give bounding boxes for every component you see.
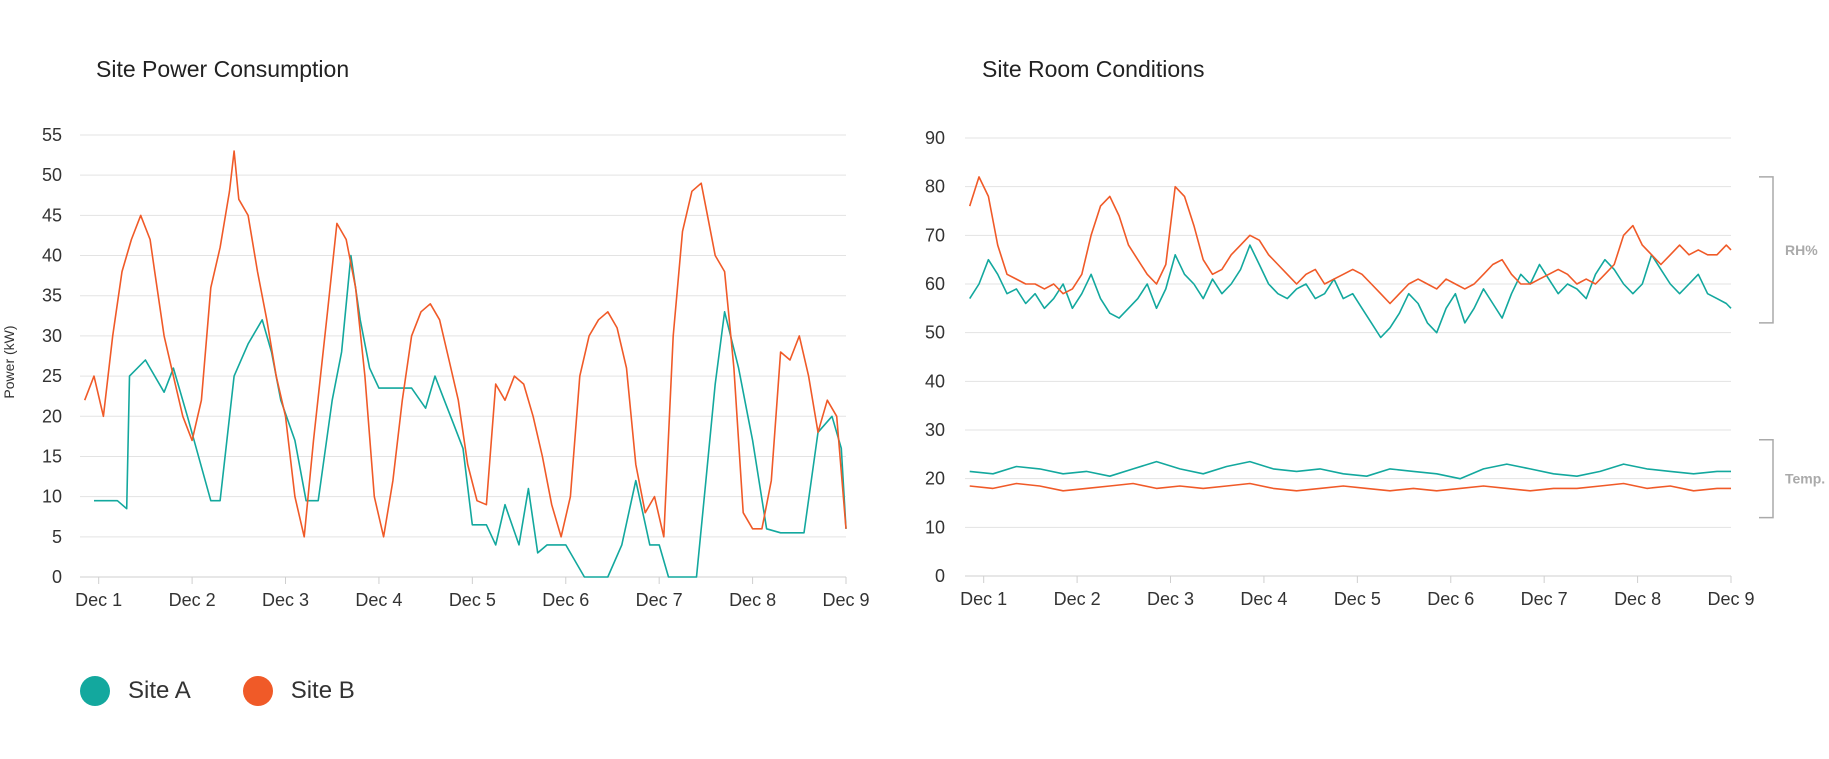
legend-label: Site B [290,677,355,704]
y-tick-labels: 0 5 10 15 20 25 30 35 40 45 50 55 [42,125,62,587]
series-line-site-b-temp [969,482,1731,492]
x-tick-label: Dec 9 [1707,589,1754,609]
y-tick-label: 25 [42,366,62,386]
chart-title: Site Room Conditions [982,56,1204,82]
chart-title: Site Power Consumption [96,56,349,82]
range-bracket [1759,176,1774,324]
y-tick-label: 80 [925,177,945,197]
series-line-site-b-rh [968,176,1732,305]
series-line-site-a-rh [969,244,1732,339]
y-tick-label: 50 [925,323,945,343]
bracket-label: Temp. [1785,471,1825,487]
grid-lines [965,137,1732,583]
x-tick-label: Dec 5 [1334,589,1381,609]
legend-label: Site A [128,677,191,704]
series-line-site-a [94,254,847,578]
y-tick-label: 40 [925,371,945,391]
y-tick-label: 60 [925,274,945,294]
series-line-site-b [83,150,847,538]
x-tick-label: Dec 2 [169,590,216,610]
x-tick-label: Dec 6 [1427,589,1474,609]
power-consumption-chart: Site Power Consumption Power (kW) 0 5 10 15… [1,56,870,610]
site-a-swatch [80,676,110,706]
x-tick-label: Dec 3 [1147,589,1194,609]
x-tick-label: Dec 4 [1240,589,1287,609]
y-tick-label: 55 [42,125,62,145]
series-line-site-a-temp [969,460,1731,480]
legend: Site A Site B [80,676,407,706]
y-tick-label: 20 [42,406,62,426]
bracket-label: RH% [1785,242,1818,258]
y-tick-label: 50 [42,165,62,185]
y-tick-label: 70 [925,225,945,245]
x-tick-label: Dec 1 [75,590,122,610]
x-tick-label: Dec 2 [1054,589,1101,609]
x-tick-label: Dec 5 [449,590,496,610]
x-tick-label: Dec 9 [822,590,869,610]
x-tick-labels: Dec 1 Dec 2 Dec 3 Dec 4 Dec 5 Dec 6 Dec 7 Dec 8… [75,590,869,610]
x-tick-labels: Dec 1 Dec 2 Dec 3 Dec 4 Dec 5 Dec 6 Dec 7 Dec 8… [960,589,1754,609]
y-tick-labels: 0 10 20 30 40 50 60 70 80 90 [925,128,945,586]
x-tick-label: Dec 7 [636,590,683,610]
range-brackets: RH% Temp. [1759,176,1825,519]
series-lines [968,176,1732,492]
x-tick-label: Dec 4 [355,590,402,610]
x-tick-label: Dec 8 [1614,589,1661,609]
y-tick-label: 20 [925,469,945,489]
room-conditions-chart: Site Room Conditions 0 10 20 30 40 50 60 70 80 90… [925,56,1825,609]
site-b-swatch [242,676,273,706]
legend-item-site-b[interactable]: Site B [242,676,355,706]
x-tick-label: Dec 6 [542,590,589,610]
y-tick-label: 30 [925,420,945,440]
series-lines [83,150,847,578]
y-tick-label: 35 [42,286,62,306]
x-tick-label: Dec 3 [262,590,309,610]
y-tick-label: 5 [52,527,62,547]
x-tick-label: Dec 7 [1521,589,1568,609]
y-tick-label: 45 [42,205,62,225]
y-tick-label: 10 [925,517,945,537]
x-tick-label: Dec 1 [960,589,1007,609]
x-tick-label: Dec 8 [729,590,776,610]
legend-item-site-a[interactable]: Site A [80,676,191,706]
y-tick-label: 0 [935,566,945,586]
y-tick-label: 10 [42,487,62,507]
grid-lines [80,134,847,584]
range-bracket [1759,438,1774,519]
y-tick-label: 30 [42,326,62,346]
y-axis-label: Power (kW) [1,325,17,398]
y-tick-label: 15 [42,446,62,466]
y-tick-label: 0 [52,567,62,587]
y-tick-label: 90 [925,128,945,148]
y-tick-label: 40 [42,246,62,266]
